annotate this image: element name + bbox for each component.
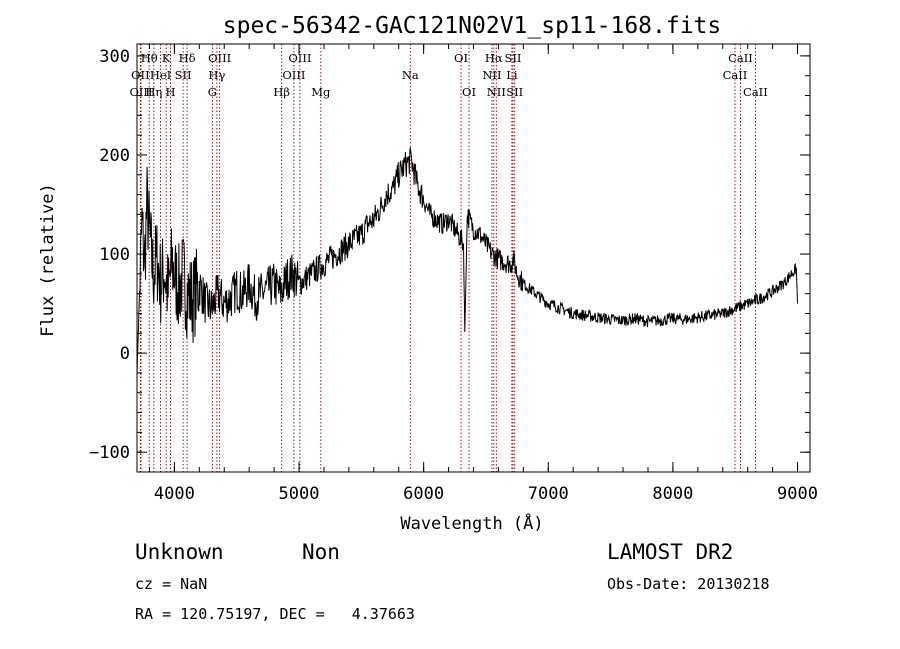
coordinates-text: RA = 120.75197, DEC = 4.37663 xyxy=(135,605,415,623)
x-tick-label-3: 7000 xyxy=(528,484,569,504)
line-label-18: OI xyxy=(462,85,476,99)
line-label-21: NII xyxy=(487,85,506,99)
line-label-3: Hη xyxy=(145,85,162,99)
line-label-24: SII xyxy=(506,85,523,99)
line-label-8: Hδ xyxy=(179,51,196,65)
x-tick-label-1: 5000 xyxy=(279,484,320,504)
object-class: Non xyxy=(302,540,340,564)
line-label-23: Li xyxy=(506,68,518,82)
line-label-25: CaII xyxy=(728,51,753,65)
y-tick-label-1: 0 xyxy=(120,344,130,364)
y-tick-label-2: 100 xyxy=(99,245,130,265)
y-tick-label-0: −100 xyxy=(89,443,130,463)
line-label-13: OIII xyxy=(288,51,311,65)
line-label-19: Hα xyxy=(485,51,503,65)
chart-title: spec-56342-GAC121N02V1_sp11-168.fits xyxy=(223,13,722,39)
spectral-line-markers xyxy=(139,44,756,472)
line-label-20: NII xyxy=(482,68,501,82)
line-label-27: CaII xyxy=(743,85,768,99)
line-label-7: H xyxy=(166,85,176,99)
x-tick-label-5: 9000 xyxy=(777,484,818,504)
line-label-17: OI xyxy=(454,51,468,65)
y-tick-label-3: 200 xyxy=(99,146,130,166)
x-tick-label-2: 6000 xyxy=(403,484,444,504)
line-label-4: HeI xyxy=(150,68,171,82)
x-tick-label-0: 4000 xyxy=(154,484,195,504)
flux-series-line xyxy=(136,147,798,375)
line-label-5: K xyxy=(162,51,171,65)
line-label-10: Hγ xyxy=(208,68,225,82)
line-label-0: OII xyxy=(131,68,150,82)
line-label-15: Mg xyxy=(311,85,331,99)
line-label-2: OIII xyxy=(129,85,152,99)
survey-name: LAMOST DR2 xyxy=(607,540,733,564)
y-axis: −100 0 100 200 300 xyxy=(89,47,810,463)
line-label-9: OIII xyxy=(208,51,231,65)
line-label-14: OIII xyxy=(282,68,305,82)
redshift-text: cz = NaN xyxy=(135,575,207,593)
line-label-11: G xyxy=(208,85,217,99)
y-axis-label: Flux (relative) xyxy=(38,183,58,337)
line-label-22: SII xyxy=(505,51,522,65)
line-label-1: Hθ xyxy=(141,51,158,65)
plot-frame xyxy=(136,43,811,473)
y-tick-label-4: 300 xyxy=(99,47,130,67)
x-tick-label-4: 8000 xyxy=(652,484,693,504)
line-label-12: Hβ xyxy=(273,85,290,99)
line-label-16: Na xyxy=(402,68,419,82)
obs-date-text: Obs-Date: 20130218 xyxy=(607,575,770,593)
line-label-6: SII xyxy=(175,68,192,82)
x-axis: 4000 5000 6000 7000 8000 9000 xyxy=(148,44,818,504)
x-axis-label: Wavelength (Å) xyxy=(400,512,543,534)
object-name: Unknown xyxy=(135,540,224,564)
line-label-26: CaII xyxy=(723,68,748,82)
